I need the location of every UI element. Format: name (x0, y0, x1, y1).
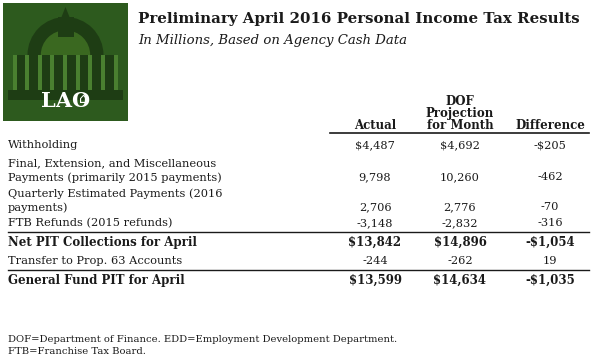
Bar (13, 55, 17, 90)
Bar (13, 55, 118, 95)
Polygon shape (61, 7, 69, 17)
Text: $4,692: $4,692 (440, 140, 480, 150)
Text: Difference: Difference (515, 119, 585, 132)
Text: -2,832: -2,832 (442, 218, 478, 228)
Text: Projection: Projection (426, 107, 494, 120)
Text: FTB Refunds (2015 refunds): FTB Refunds (2015 refunds) (8, 218, 173, 228)
Bar (101, 55, 105, 90)
Bar (8, 90, 123, 100)
Text: Quarterly Estimated Payments (2016: Quarterly Estimated Payments (2016 (8, 188, 223, 199)
Bar (63, 55, 67, 90)
Text: Withholding: Withholding (8, 140, 78, 150)
Bar (76, 55, 79, 90)
Text: -316: -316 (537, 218, 563, 228)
Text: payments): payments) (8, 202, 69, 213)
Text: 2,706: 2,706 (359, 202, 391, 212)
Text: Payments (primarily 2015 payments): Payments (primarily 2015 payments) (8, 172, 221, 183)
Text: -$1,054: -$1,054 (525, 236, 575, 249)
Text: Net PIT Collections for April: Net PIT Collections for April (8, 236, 197, 249)
Text: General Fund PIT for April: General Fund PIT for April (8, 274, 184, 287)
Text: -$1,035: -$1,035 (525, 274, 575, 287)
Bar (3, 3, 128, 121)
Text: -262: -262 (447, 256, 473, 266)
Text: -462: -462 (537, 172, 563, 182)
Text: -3,148: -3,148 (357, 218, 393, 228)
Text: 19: 19 (543, 256, 557, 266)
Bar (113, 55, 118, 90)
Text: ⌂: ⌂ (79, 92, 88, 106)
Bar (38, 55, 42, 90)
Text: $13,842: $13,842 (349, 236, 402, 249)
Text: -244: -244 (362, 256, 388, 266)
Bar (57, 17, 73, 37)
Text: LAO: LAO (41, 91, 90, 111)
Text: -$205: -$205 (534, 140, 567, 150)
Text: 2,776: 2,776 (444, 202, 476, 212)
Text: $13,599: $13,599 (349, 274, 402, 287)
Text: for Month: for Month (427, 119, 493, 132)
Text: Final, Extension, and Miscellaneous: Final, Extension, and Miscellaneous (8, 158, 216, 168)
Text: -70: -70 (541, 202, 559, 212)
Bar (88, 55, 93, 90)
Text: 9,798: 9,798 (359, 172, 391, 182)
Text: Transfer to Prop. 63 Accounts: Transfer to Prop. 63 Accounts (8, 256, 182, 266)
Text: $14,896: $14,896 (433, 236, 487, 249)
Wedge shape (27, 17, 103, 55)
Text: DOF=Department of Finance. EDD=Employment Development Department.: DOF=Department of Finance. EDD=Employmen… (8, 335, 397, 344)
Wedge shape (41, 30, 90, 55)
Text: Actual: Actual (354, 119, 396, 132)
Text: FTB=Franchise Tax Board.: FTB=Franchise Tax Board. (8, 347, 146, 356)
Text: $14,634: $14,634 (433, 274, 487, 287)
Text: In Millions, Based on Agency Cash Data: In Millions, Based on Agency Cash Data (138, 34, 407, 47)
Text: $4,487: $4,487 (355, 140, 395, 150)
Text: Preliminary April 2016 Personal Income Tax Results: Preliminary April 2016 Personal Income T… (138, 12, 580, 26)
Text: 10,260: 10,260 (440, 172, 480, 182)
Text: DOF: DOF (445, 95, 475, 108)
Bar (50, 55, 54, 90)
Bar (25, 55, 29, 90)
